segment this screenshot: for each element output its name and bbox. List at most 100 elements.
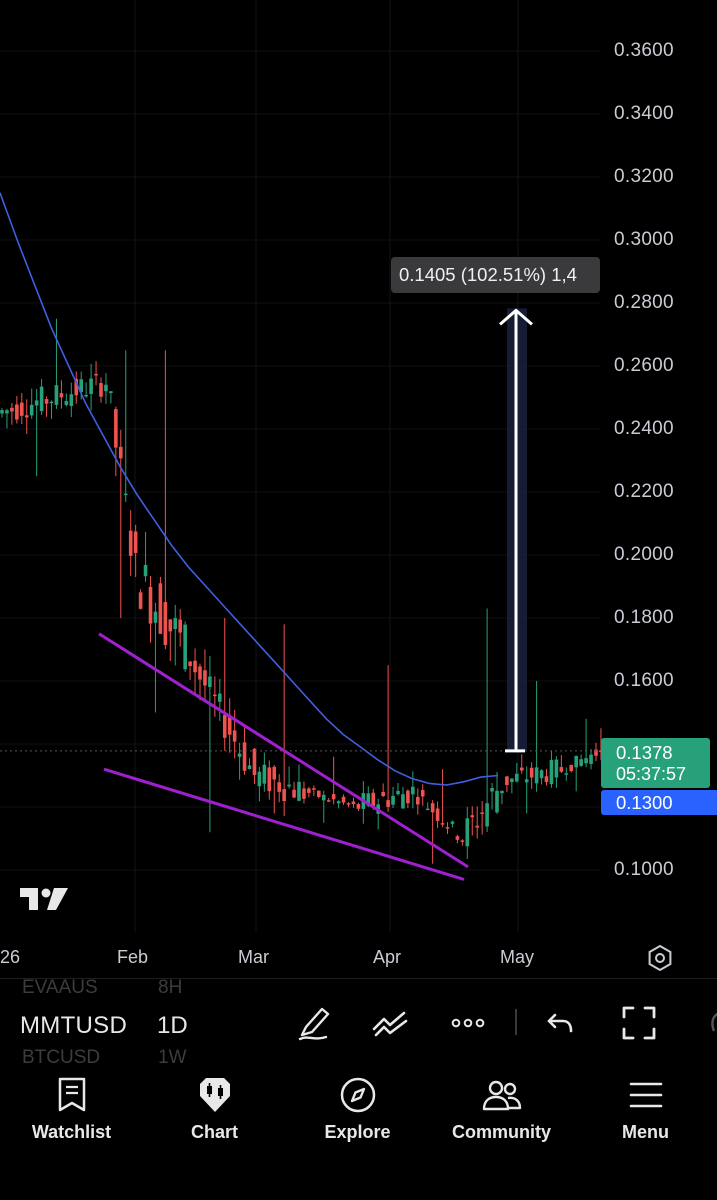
tab-menu-label: Menu (622, 1122, 669, 1142)
candle-down (277, 782, 281, 792)
candle-up (109, 391, 113, 393)
candle-up (485, 803, 489, 827)
candle-down (119, 446, 123, 459)
menu-icon (629, 1082, 662, 1108)
tab-community-label: Community (452, 1122, 551, 1142)
price-axis-label: 0.2400 (614, 418, 674, 439)
candle-up (411, 786, 415, 795)
candle-up (549, 759, 554, 785)
candle-down (20, 402, 24, 416)
candle-down (475, 825, 479, 828)
candle-countdown: 05:37:57 (616, 764, 687, 784)
candle-down (94, 373, 98, 376)
candle-up (450, 821, 455, 824)
candle-up (425, 808, 430, 811)
candle-down (406, 790, 410, 804)
price-axis-label: 0.1000 (614, 859, 674, 880)
wedge-lower-trendline (103, 767, 465, 881)
candle-down (460, 840, 465, 842)
candle-down (178, 619, 182, 633)
candle-down (168, 619, 173, 632)
candle-up (500, 790, 504, 794)
partial-tool-icon[interactable] (700, 1001, 717, 1045)
trend-icon[interactable] (368, 1001, 412, 1045)
symbol-bar: EVAAUS 8H MMTUSD 1D BTCUSD 1W (0, 977, 717, 1068)
candle-up (465, 818, 470, 847)
price-axis-label: 0.3600 (614, 40, 674, 61)
price-axis-label: 0.2000 (614, 544, 674, 565)
candle-up (54, 385, 59, 405)
candle-down (480, 812, 484, 814)
candle-up (490, 787, 494, 792)
tab-chart[interactable]: Chart (143, 1066, 286, 1156)
candle-down (326, 800, 331, 802)
pen-icon[interactable] (292, 1001, 336, 1045)
candle-up (84, 394, 88, 397)
candle-down (569, 764, 574, 772)
price-chart[interactable] (0, 0, 717, 980)
undo-icon[interactable] (539, 1001, 583, 1045)
candle-up (534, 767, 539, 784)
candle-down (282, 789, 286, 802)
more-icon[interactable] (446, 1001, 490, 1045)
candle-down (302, 788, 306, 799)
candle-up (39, 386, 44, 412)
toolbar-divider (515, 1009, 517, 1035)
candle-down (128, 530, 133, 556)
time-label-may: May (500, 947, 535, 967)
candle-up (64, 401, 69, 405)
candle-down (331, 794, 336, 800)
chart-icon (199, 1078, 230, 1112)
candle-up (69, 394, 74, 407)
ghost-interval-above[interactable]: 8H (158, 977, 183, 998)
moving-average-line (0, 192, 499, 786)
time-label-apr: Apr (373, 947, 402, 967)
candle-up (5, 410, 9, 414)
people-icon (482, 1080, 521, 1111)
candle-down (435, 808, 440, 821)
candle-up (589, 754, 593, 764)
candle-up (208, 676, 212, 688)
settings-icon[interactable] (646, 944, 674, 972)
candle-down (351, 801, 356, 805)
candle-up (218, 693, 222, 702)
candle-down (470, 815, 475, 818)
candle-down (138, 592, 143, 609)
candle-down (163, 602, 168, 645)
tab-menu[interactable]: Menu (574, 1066, 717, 1156)
symbol-selector[interactable]: MMTUSD (20, 1012, 128, 1039)
candle-down (599, 750, 603, 753)
candle-down (59, 393, 64, 398)
time-label-feb: Feb (117, 947, 149, 967)
chart-area[interactable]: 0.3600 0.3400 0.3200 0.3000 0.2800 0.2600 0.24… (0, 0, 717, 980)
ghost-symbol-below[interactable]: BTCUSD (22, 1047, 101, 1068)
candle-down (420, 790, 425, 797)
candle-down (371, 792, 376, 806)
tab-watchlist[interactable]: Watchlist (0, 1066, 143, 1156)
candle-up (287, 784, 291, 787)
candle-up (143, 564, 148, 577)
candle-down (292, 789, 296, 798)
tab-watchlist-label: Watchlist (31, 1122, 112, 1142)
interval-selector[interactable]: 1D (157, 1012, 188, 1039)
candle-down (133, 531, 138, 553)
candle-up (321, 794, 326, 801)
candle-down (24, 415, 29, 418)
candle-up (401, 794, 405, 809)
price-axis-label: 0.2800 (614, 292, 674, 313)
candle-up (153, 611, 158, 623)
measure-arrow-head (499, 308, 533, 326)
candle-up (510, 778, 514, 783)
candle-up (539, 770, 544, 779)
tab-explore[interactable]: Explore (286, 1066, 429, 1156)
candle-up (0, 410, 4, 414)
tab-community[interactable]: Community (430, 1066, 573, 1156)
ghost-symbol-above[interactable]: EVAAUS (22, 977, 98, 998)
candle-up (297, 781, 301, 801)
fullscreen-icon[interactable] (617, 1001, 661, 1045)
candle-up (495, 790, 499, 813)
candle-down (44, 399, 49, 404)
measure-label[interactable]: 0.1405 (102.51%) 1,4 (391, 257, 600, 293)
candle-down (341, 796, 346, 803)
ghost-interval-below[interactable]: 1W (158, 1047, 187, 1068)
